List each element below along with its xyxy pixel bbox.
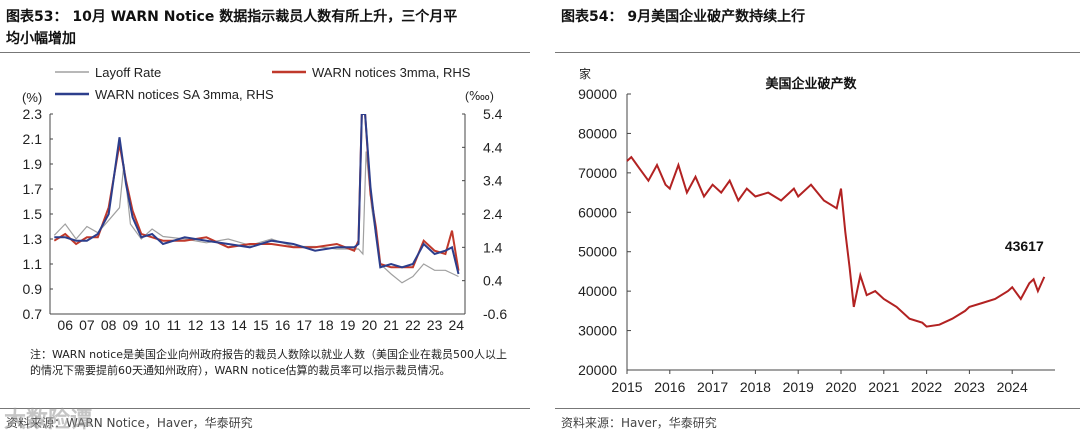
x-tick: 2022 [911, 379, 942, 395]
series-line-1 [53, 151, 459, 284]
x-tick: 10 [144, 317, 160, 333]
y-tick-left: 1.9 [23, 156, 43, 172]
y-axis-label: 家 [579, 66, 591, 81]
legend-label: WARN notices 3mma, RHS [312, 65, 471, 80]
y-tick-left: 1.5 [23, 206, 43, 222]
x-tick: 07 [79, 317, 95, 333]
y-axis-label-left: (%) [22, 90, 42, 105]
left-figure-title: 图表53： 10月 WARN Notice 数据指示裁员人数有所上升，三个月平 … [6, 6, 457, 50]
left-title-line2: 均小幅增加 [6, 31, 76, 47]
watermark: 大数险谭 [4, 408, 93, 433]
y-tick-left: 1.7 [23, 181, 43, 197]
y-tick-right: -0.6 [483, 306, 507, 322]
left-title-line1: 图表53： 10月 WARN Notice 数据指示裁员人数有所上升，三个月平 [6, 9, 458, 25]
y-tick: 20000 [578, 362, 617, 378]
right-figure: 图表54： 9月美国企业破产数持续上行 90000 80000 70000 60000… [555, 0, 1080, 439]
left-footer-rule [0, 408, 530, 409]
y-tick-left: 2.1 [23, 131, 43, 147]
x-tick: 08 [101, 317, 117, 333]
series-line-3 [54, 114, 460, 275]
x-tick: 20 [362, 317, 378, 333]
x-tick: 17 [296, 317, 312, 333]
x-tick: 23 [427, 317, 443, 333]
x-tick: 24 [449, 317, 465, 333]
y-tick-left: 1.1 [23, 256, 43, 272]
y-tick: 70000 [578, 165, 617, 181]
x-tick: 2015 [611, 379, 642, 395]
x-tick: 13 [210, 317, 226, 333]
y-tick-right: 4.4 [483, 139, 503, 155]
x-tick: 2019 [783, 379, 814, 395]
bankruptcy-chart: 90000 80000 70000 60000 50000 40000 30000 20000… [578, 66, 1055, 395]
x-tick: 15 [253, 317, 269, 333]
series-line-2 [53, 114, 460, 271]
legend-label: WARN notices SA 3mma, RHS [95, 87, 274, 102]
warn-chart: 2.3 2.1 1.9 1.7 1.5 1.3 1.1 0.9 0.7 5.4 4.4 3.4 2.4 1… [22, 65, 507, 333]
right-figure-title: 图表54： 9月美国企业破产数持续上行 [561, 9, 806, 25]
x-tick: 11 [167, 317, 182, 333]
y-tick: 30000 [578, 323, 617, 339]
y-tick-left: 1.3 [23, 231, 43, 247]
x-tick: 16 [275, 317, 291, 333]
x-tick: 19 [340, 317, 356, 333]
y-axis-label-right: (‱) [465, 89, 494, 103]
left-note: 注：WARN notice是美国企业向州政府报告的裁员人数除以就业人数（美国企业… [30, 348, 508, 377]
x-tick: 14 [231, 317, 247, 333]
x-tick: 2021 [868, 379, 899, 395]
y-tick-left: 0.7 [23, 306, 43, 322]
x-tick: 2018 [740, 379, 771, 395]
y-tick-right: 5.4 [483, 106, 503, 122]
right-title-rule [555, 52, 1080, 53]
x-tick: 2024 [997, 379, 1028, 395]
chart-title: 美国企业破产数 [765, 76, 857, 91]
bankruptcy-line [626, 155, 1046, 328]
left-title-rule [0, 52, 530, 53]
y-tick-right: 1.4 [483, 239, 503, 255]
x-tick: 09 [123, 317, 139, 333]
y-tick-right: 3.4 [483, 173, 503, 189]
y-tick: 90000 [578, 86, 617, 102]
x-tick: 2016 [654, 379, 685, 395]
y-tick-right: 0.4 [483, 273, 503, 289]
x-tick: 2023 [954, 379, 985, 395]
x-tick: 21 [383, 317, 399, 333]
left-figure: 图表53： 10月 WARN Notice 数据指示裁员人数有所上升，三个月平 … [0, 0, 530, 439]
right-footer-rule [555, 408, 1080, 409]
y-tick: 60000 [578, 204, 617, 220]
y-tick: 50000 [578, 244, 617, 260]
right-source: 资料来源：Haver，华泰研究 [561, 416, 717, 430]
left-source: 资料来源：WARN Notice，Haver，华泰研究 [6, 416, 253, 430]
x-tick: 12 [188, 317, 204, 333]
y-tick-left: 2.3 [23, 106, 43, 122]
x-tick: 2020 [825, 379, 856, 395]
x-tick: 22 [405, 317, 421, 333]
y-tick: 80000 [578, 125, 617, 141]
legend-label: Layoff Rate [95, 65, 161, 80]
x-tick: 18 [318, 317, 334, 333]
last-value-label: 43617 [1005, 238, 1044, 254]
x-tick: 06 [57, 317, 73, 333]
y-tick-left: 0.9 [23, 281, 43, 297]
y-tick-right: 2.4 [483, 206, 503, 222]
x-tick: 2017 [697, 379, 728, 395]
y-tick: 40000 [578, 283, 617, 299]
